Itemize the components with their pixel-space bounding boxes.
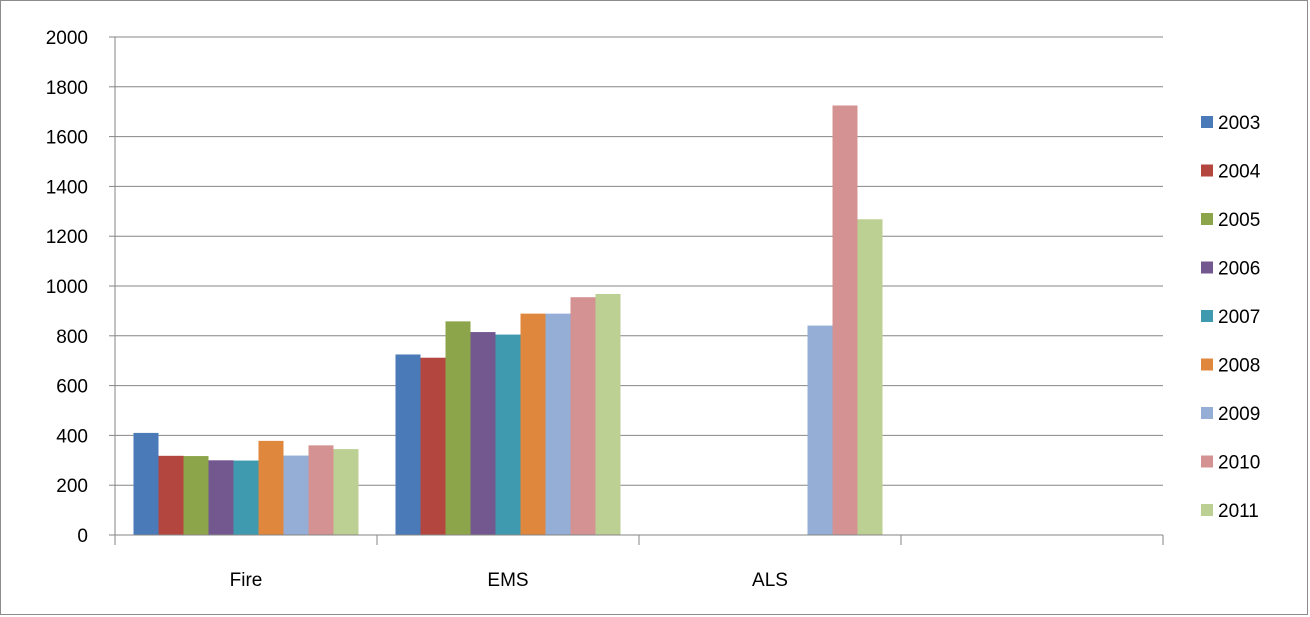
legend-item-2010[interactable]: 2010	[1201, 453, 1260, 474]
bar-2010-ALS[interactable]	[832, 105, 858, 535]
y-tick-label: 1000	[46, 277, 88, 298]
legend-swatch	[1201, 164, 1213, 177]
legend-item-2007[interactable]: 2007	[1201, 307, 1260, 328]
bar-2007-EMS[interactable]	[495, 334, 521, 535]
legend-label: 2010	[1218, 453, 1260, 474]
bar-2008-EMS[interactable]	[520, 313, 546, 535]
bar-2009-ALS[interactable]	[807, 325, 833, 535]
legend-swatch	[1201, 261, 1213, 274]
legend-item-2011[interactable]: 2011	[1201, 501, 1259, 522]
legend-item-2004[interactable]: 2004	[1201, 162, 1261, 183]
legend-label: 2011	[1218, 501, 1259, 522]
bar-2010-Fire[interactable]	[308, 445, 334, 535]
bar-2005-EMS[interactable]	[445, 321, 471, 535]
y-tick-label: 1600	[46, 128, 88, 149]
bars	[133, 105, 883, 535]
legend-item-2005[interactable]: 2005	[1201, 210, 1260, 231]
y-tick-label: 600	[56, 377, 88, 398]
legend-label: 2006	[1218, 259, 1260, 280]
bar-2004-EMS[interactable]	[420, 357, 446, 535]
legend-swatch	[1201, 310, 1213, 322]
bar-2007-Fire[interactable]	[233, 460, 259, 535]
y-tick-label: 1200	[46, 227, 88, 248]
bar-2009-EMS[interactable]	[545, 313, 571, 535]
y-tick-label: 200	[56, 476, 88, 497]
gridlines	[115, 36, 1163, 486]
bar-2003-Fire[interactable]	[133, 432, 159, 535]
axes	[114, 37, 1164, 545]
x-category-label: ALS	[752, 570, 788, 591]
legend-label: 2005	[1218, 210, 1260, 231]
legend-item-2003[interactable]: 2003	[1201, 113, 1260, 134]
bar-2010-EMS[interactable]	[570, 297, 596, 535]
y-tick-label: 800	[56, 327, 88, 348]
y-tick-label: 400	[56, 426, 88, 447]
y-tick-label: 1800	[46, 78, 88, 99]
legend-label: 2004	[1218, 162, 1261, 183]
legend-label: 2009	[1218, 404, 1260, 425]
y-tick-label: 2000	[46, 28, 88, 49]
bar-2006-Fire[interactable]	[208, 460, 234, 535]
x-category-label: Fire	[230, 570, 263, 591]
bar-2011-EMS[interactable]	[595, 293, 621, 535]
legend-item-2009[interactable]: 2009	[1201, 404, 1260, 425]
legend-item-2008[interactable]: 2008	[1201, 356, 1260, 377]
legend-swatch	[1201, 116, 1213, 128]
bar-2008-Fire[interactable]	[258, 440, 284, 535]
y-tick-label: 1400	[46, 177, 88, 198]
legend-label: 2008	[1218, 356, 1260, 377]
y-axis-ticks: 0 200 400 600 800 1000 1200 1400 1600 1800 2000	[46, 28, 115, 547]
bar-2006-EMS[interactable]	[470, 332, 496, 535]
legend-swatch	[1201, 358, 1213, 371]
legend-item-2006[interactable]: 2006	[1201, 259, 1260, 280]
legend[interactable]: 2003 2004 2005 2006 2007 2008 2009 2010 2011	[1201, 113, 1261, 522]
bar-2009-Fire[interactable]	[283, 455, 309, 535]
legend-swatch	[1201, 213, 1213, 225]
x-category-label: EMS	[487, 570, 528, 591]
x-axis-labels: Fire EMS ALS	[230, 570, 788, 591]
legend-swatch	[1201, 407, 1213, 419]
legend-label: 2007	[1218, 307, 1260, 328]
legend-label: 2003	[1218, 113, 1260, 134]
bar-2011-ALS[interactable]	[857, 219, 883, 535]
y-tick-label: 0	[77, 526, 88, 547]
bar-2003-EMS[interactable]	[395, 354, 421, 535]
legend-swatch	[1201, 455, 1213, 468]
bar-2011-Fire[interactable]	[333, 449, 359, 535]
legend-swatch	[1201, 504, 1213, 516]
bar-2004-Fire[interactable]	[158, 455, 184, 535]
bar-2005-Fire[interactable]	[183, 456, 209, 535]
